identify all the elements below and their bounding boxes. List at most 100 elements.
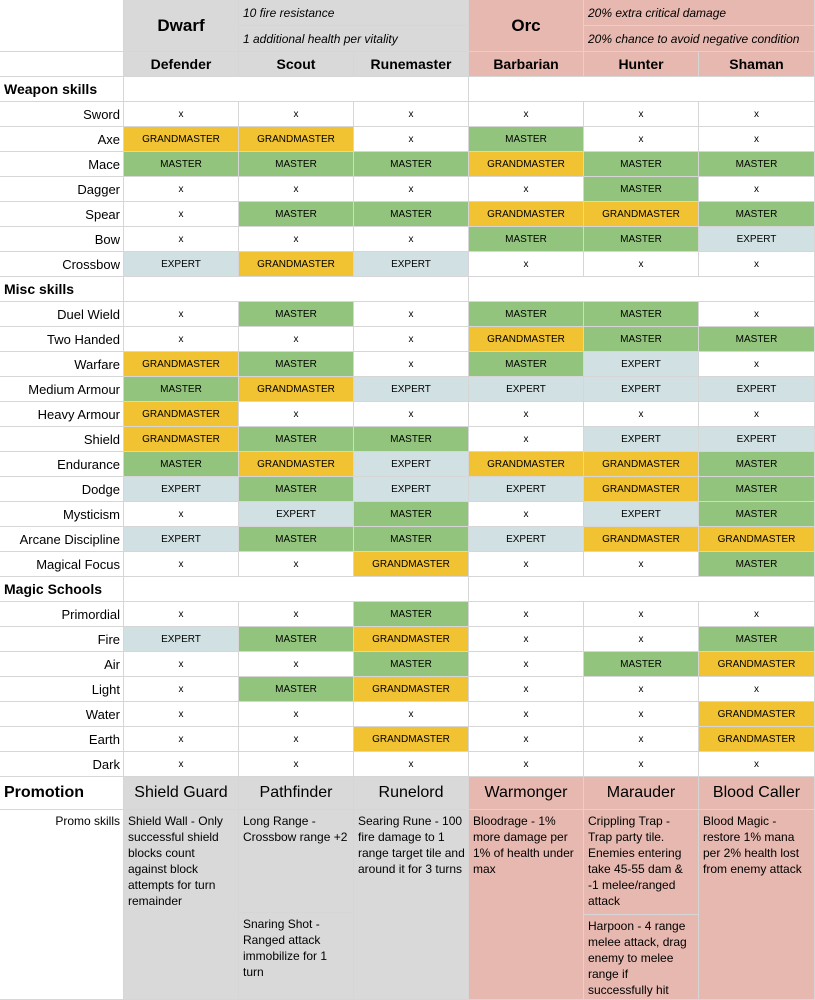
skill-name: Mace (0, 152, 124, 177)
skill-name: Two Handed (0, 327, 124, 352)
skill-rating: EXPERT (584, 427, 699, 452)
skill-rating: x (584, 602, 699, 627)
skill-rating: MASTER (354, 152, 469, 177)
class-name: Runemaster (354, 52, 469, 77)
skill-rating: x (239, 177, 354, 202)
skill-rating: GRANDMASTER (699, 652, 815, 677)
skill-name: Water (0, 702, 124, 727)
skill-rating: GRANDMASTER (469, 202, 584, 227)
skill-rating: x (699, 402, 815, 427)
skill-rating: x (699, 752, 815, 777)
skill-rating: EXPERT (584, 377, 699, 402)
skill-name: Dagger (0, 177, 124, 202)
section-title: Magic Schools (0, 577, 124, 602)
promo-skills-label: Promo skills (0, 810, 124, 1000)
skill-rating: EXPERT (124, 627, 239, 652)
skill-rating: GRANDMASTER (239, 377, 354, 402)
skill-rating: GRANDMASTER (584, 202, 699, 227)
skill-rating: GRANDMASTER (469, 152, 584, 177)
section-blank (124, 77, 469, 102)
skill-rating: EXPERT (354, 377, 469, 402)
skill-rating: EXPERT (354, 477, 469, 502)
race-trait: 20% extra critical damage (584, 0, 815, 26)
skill-rating: x (469, 677, 584, 702)
skill-rating: MASTER (584, 227, 699, 252)
skill-rating: x (124, 552, 239, 577)
skill-rating: x (124, 502, 239, 527)
skill-rating: x (699, 352, 815, 377)
skill-rating: x (699, 127, 815, 152)
skill-rating: MASTER (239, 477, 354, 502)
skill-rating: x (469, 402, 584, 427)
skill-rating: x (699, 677, 815, 702)
skill-rating: x (584, 677, 699, 702)
skill-rating: x (469, 727, 584, 752)
skill-rating: x (239, 102, 354, 127)
skill-rating: x (584, 402, 699, 427)
skill-rating: GRANDMASTER (124, 402, 239, 427)
skill-rating: GRANDMASTER (584, 477, 699, 502)
skill-name: Mysticism (0, 502, 124, 527)
skill-name: Warfare (0, 352, 124, 377)
skill-rating: x (239, 602, 354, 627)
skill-name: Magical Focus (0, 552, 124, 577)
skill-rating: MASTER (354, 502, 469, 527)
skill-rating: MASTER (469, 227, 584, 252)
skill-rating: MASTER (699, 452, 815, 477)
skill-name: Crossbow (0, 252, 124, 277)
skill-rating: MASTER (469, 352, 584, 377)
skill-rating: GRANDMASTER (124, 352, 239, 377)
promotion-name: Warmonger (469, 777, 584, 810)
skill-rating: EXPERT (354, 252, 469, 277)
section-blank (124, 277, 469, 302)
skill-rating: EXPERT (239, 502, 354, 527)
skill-rating: EXPERT (124, 477, 239, 502)
promo-skill: Snaring Shot - Ranged attack immobilize … (239, 913, 354, 1000)
skill-rating: x (124, 102, 239, 127)
skill-rating: MASTER (354, 427, 469, 452)
skill-rating: x (584, 727, 699, 752)
skill-rating: MASTER (239, 427, 354, 452)
skill-rating: x (354, 302, 469, 327)
skill-rating: GRANDMASTER (469, 452, 584, 477)
skill-rating: x (699, 177, 815, 202)
skill-rating: x (354, 702, 469, 727)
skill-rating: GRANDMASTER (124, 127, 239, 152)
skill-rating: x (469, 652, 584, 677)
class-name: Hunter (584, 52, 699, 77)
skill-rating: x (124, 752, 239, 777)
skill-rating: x (124, 652, 239, 677)
skill-rating: EXPERT (699, 377, 815, 402)
promotion-label: Promotion (0, 777, 124, 810)
skill-rating: MASTER (354, 602, 469, 627)
skill-rating: x (124, 327, 239, 352)
skill-rating: MASTER (239, 527, 354, 552)
skill-rating: x (239, 702, 354, 727)
skill-name: Shield (0, 427, 124, 452)
skill-rating: x (584, 127, 699, 152)
skill-rating: x (124, 602, 239, 627)
skill-rating: x (354, 127, 469, 152)
class-name: Barbarian (469, 52, 584, 77)
skill-rating: GRANDMASTER (354, 677, 469, 702)
skill-rating: MASTER (584, 327, 699, 352)
skill-rating: MASTER (699, 552, 815, 577)
section-blank (469, 277, 815, 302)
skill-name: Axe (0, 127, 124, 152)
class-name: Scout (239, 52, 354, 77)
skill-rating: x (354, 402, 469, 427)
skill-rating: MASTER (699, 627, 815, 652)
skill-rating: x (469, 627, 584, 652)
skill-rating: x (124, 202, 239, 227)
skill-rating: MASTER (469, 302, 584, 327)
skill-name: Dark (0, 752, 124, 777)
skill-rating: GRANDMASTER (354, 627, 469, 652)
skill-rating: x (354, 227, 469, 252)
skill-rating: x (239, 227, 354, 252)
skill-rating: GRANDMASTER (584, 452, 699, 477)
skill-rating: GRANDMASTER (699, 727, 815, 752)
skill-name: Heavy Armour (0, 402, 124, 427)
skill-rating: MASTER (124, 452, 239, 477)
section-blank (124, 577, 469, 602)
